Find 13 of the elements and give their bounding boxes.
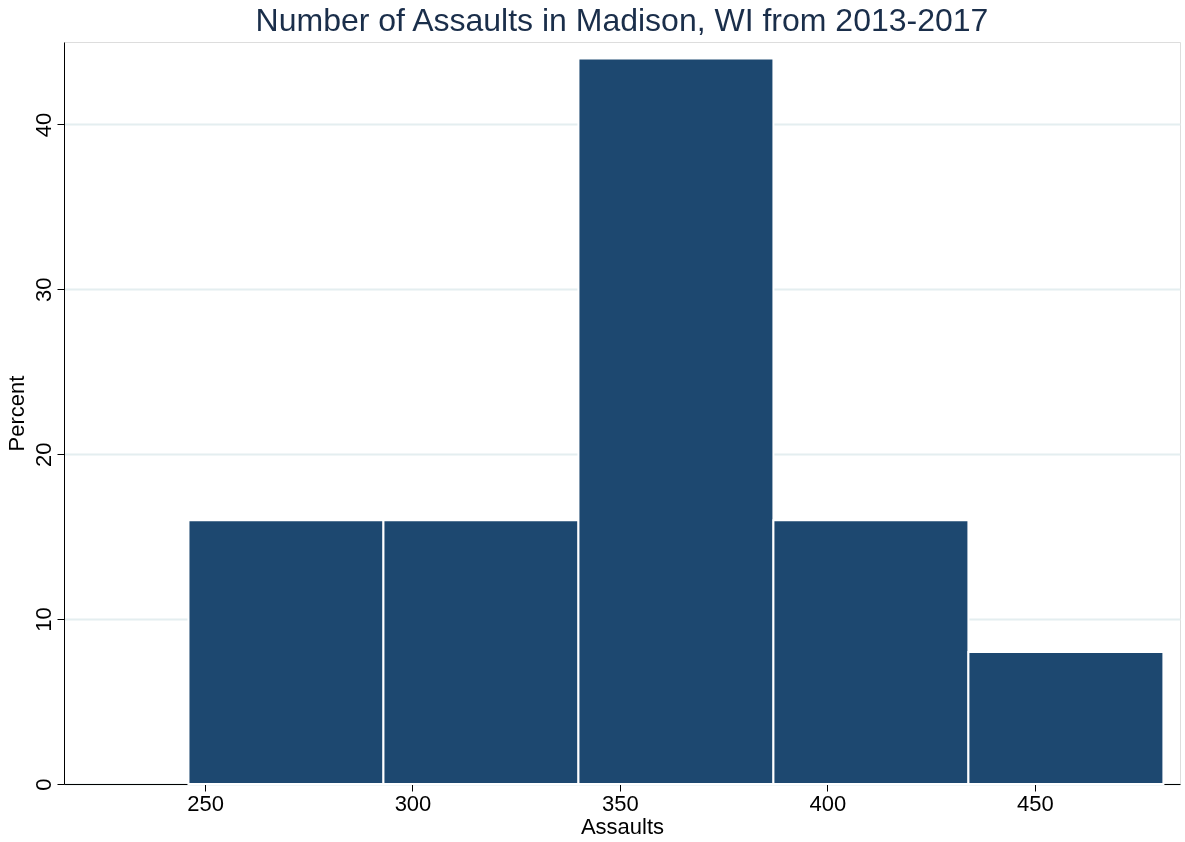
- y-tick-label: 20: [30, 442, 56, 467]
- y-tick-label: 10: [30, 607, 56, 632]
- y-tick-label: 30: [30, 277, 56, 303]
- chart-title: Number of Assaults in Madison, WI from 2013-2017: [255, 2, 989, 38]
- x-tick-label: 350: [602, 790, 639, 816]
- x-tick-label: 250: [187, 790, 224, 816]
- y-tick-label: 40: [30, 112, 56, 138]
- x-tick-label: 300: [394, 790, 432, 816]
- y-tick-label: 0: [30, 778, 56, 791]
- y-axis-title: Percent: [3, 375, 29, 452]
- x-tick-label: 400: [809, 790, 847, 816]
- x-axis-title: Assaults: [580, 813, 665, 839]
- x-tick-label: 450: [1016, 790, 1054, 816]
